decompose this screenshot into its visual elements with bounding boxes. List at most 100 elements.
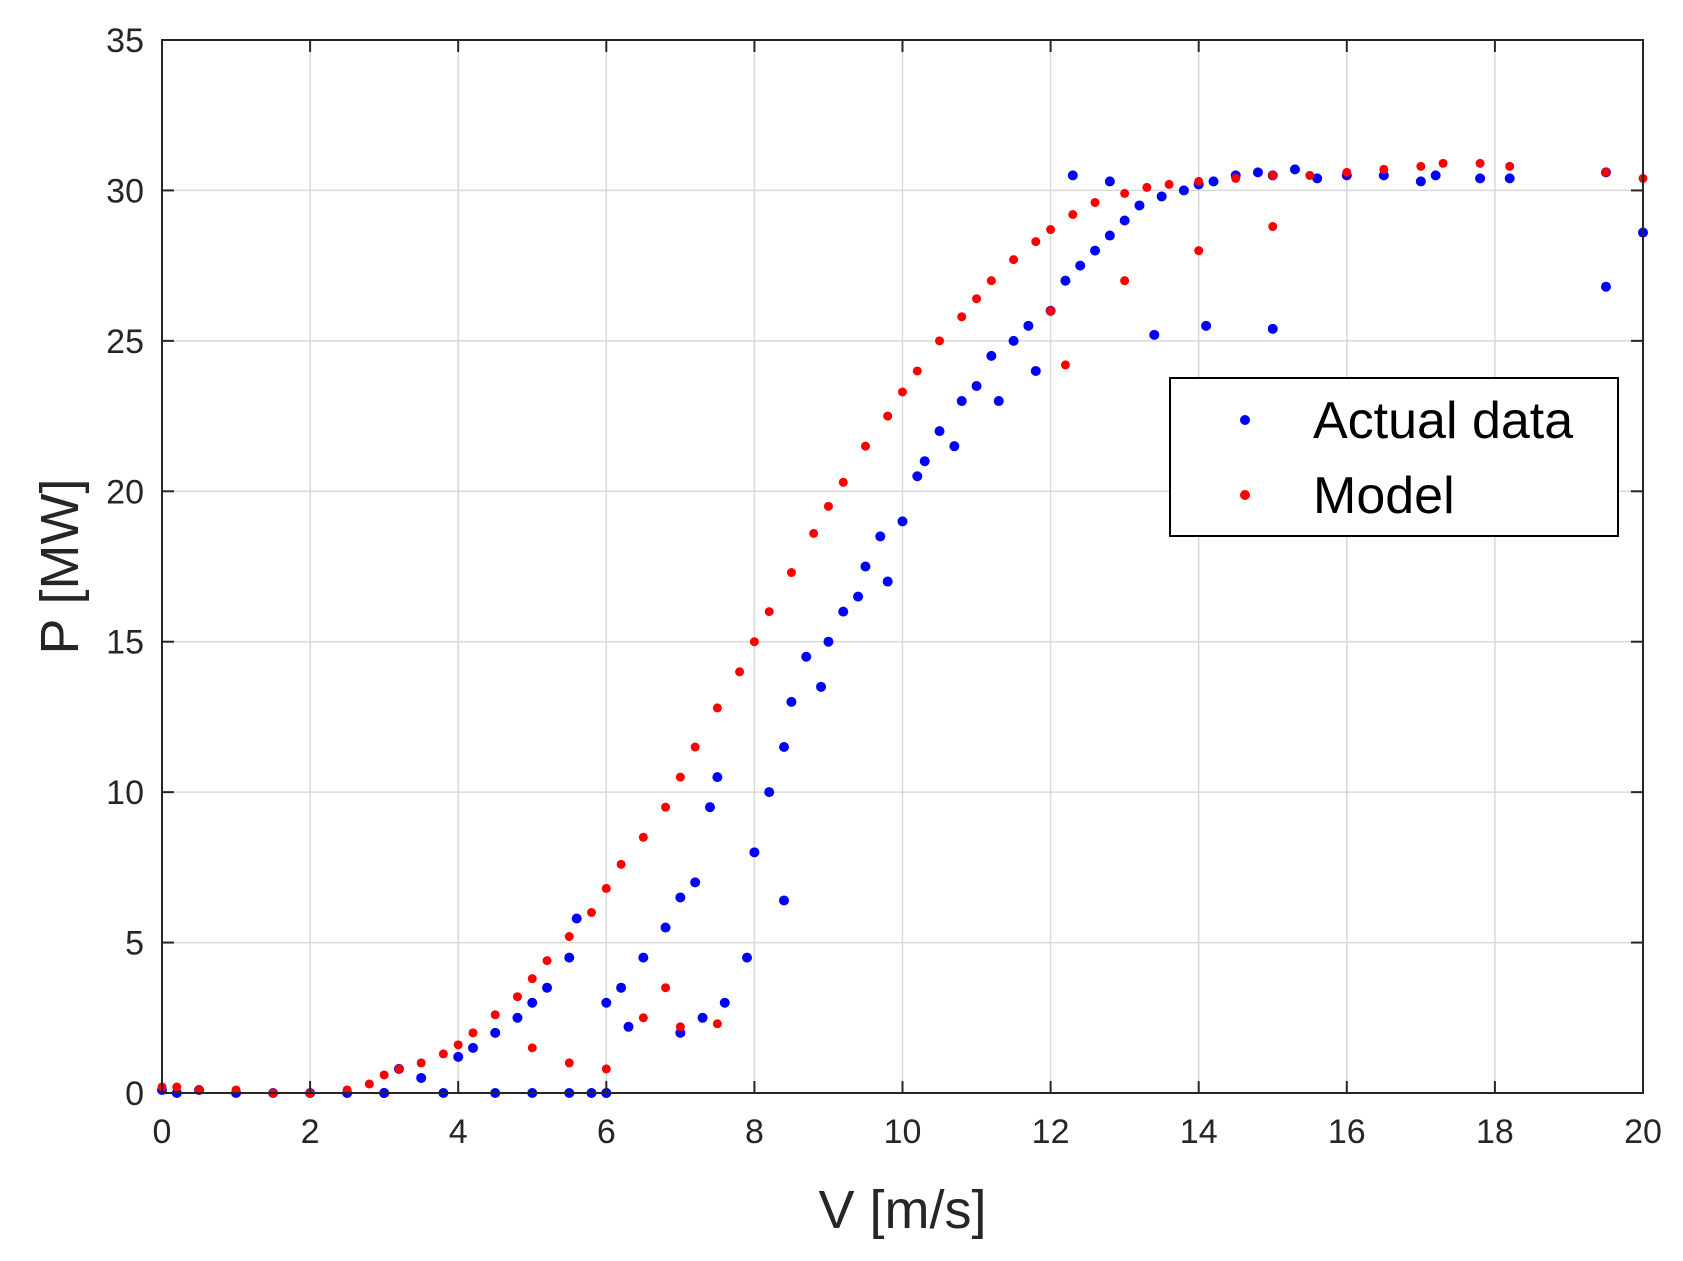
point-actual-data xyxy=(1149,329,1160,340)
point-actual-data xyxy=(838,606,849,617)
legend-marker-actual-data xyxy=(1240,415,1250,425)
x-tick-label: 16 xyxy=(1328,1113,1366,1151)
point-actual-data xyxy=(564,952,575,963)
point-actual-data xyxy=(1104,230,1115,241)
point-actual-data xyxy=(660,922,671,933)
x-tick-label: 6 xyxy=(597,1113,616,1151)
x-tick-label: 14 xyxy=(1180,1113,1218,1151)
point-actual-data xyxy=(993,396,1004,407)
point-model xyxy=(1505,161,1515,171)
point-model xyxy=(1305,170,1315,180)
point-model xyxy=(586,907,596,917)
point-model xyxy=(601,883,611,893)
point-model xyxy=(1194,246,1204,256)
point-model xyxy=(1416,161,1426,171)
point-actual-data xyxy=(1600,281,1611,292)
point-actual-data xyxy=(675,892,686,903)
point-model xyxy=(764,607,774,617)
point-actual-data xyxy=(512,1012,523,1023)
point-model xyxy=(1268,222,1278,232)
point-actual-data xyxy=(690,877,701,888)
point-model xyxy=(527,974,537,984)
point-actual-data xyxy=(1312,173,1323,184)
point-actual-data xyxy=(1267,323,1278,334)
axis-ticks: 0 2 4 6 8 10 12 14 16 18 20 0 5 10 15 20 25 30 35 xyxy=(106,22,1662,1151)
point-model xyxy=(542,956,552,966)
point-model xyxy=(1060,360,1070,370)
point-actual-data xyxy=(1252,167,1263,178)
y-tick-label: 0 xyxy=(125,1075,144,1113)
point-actual-data xyxy=(853,591,864,602)
x-tick-label: 0 xyxy=(153,1113,172,1151)
x-tick-label: 8 xyxy=(745,1113,764,1151)
point-model xyxy=(912,366,922,376)
point-model xyxy=(512,992,522,1002)
point-actual-data xyxy=(882,576,893,587)
point-model xyxy=(1120,188,1130,198)
point-model xyxy=(690,742,700,752)
point-model xyxy=(468,1028,478,1038)
point-actual-data xyxy=(956,396,967,407)
point-actual-data xyxy=(1504,173,1515,184)
point-actual-data xyxy=(712,772,723,783)
point-actual-data xyxy=(697,1012,708,1023)
x-tick-label: 18 xyxy=(1476,1113,1514,1151)
point-actual-data xyxy=(897,516,908,527)
point-model xyxy=(453,1040,463,1050)
point-model xyxy=(786,568,796,578)
point-model xyxy=(172,1082,182,1092)
point-actual-data xyxy=(1430,170,1441,181)
point-model xyxy=(986,276,996,286)
point-model xyxy=(883,411,893,421)
point-model xyxy=(1068,209,1078,219)
point-model xyxy=(1164,179,1174,189)
point-actual-data xyxy=(601,997,612,1008)
point-model xyxy=(1475,158,1485,168)
point-model xyxy=(364,1079,374,1089)
point-model xyxy=(394,1064,404,1074)
point-actual-data xyxy=(453,1051,464,1062)
point-actual-data xyxy=(801,651,812,662)
point-model xyxy=(1090,197,1100,207)
point-model xyxy=(661,802,671,812)
point-model xyxy=(638,1013,648,1023)
point-actual-data xyxy=(1090,245,1101,256)
point-actual-data xyxy=(934,426,945,437)
point-actual-data xyxy=(616,982,627,993)
y-tick-label: 35 xyxy=(106,22,144,60)
point-model xyxy=(1268,170,1278,180)
point-actual-data xyxy=(542,982,553,993)
point-model xyxy=(379,1070,389,1080)
point-actual-data xyxy=(779,742,790,753)
point-actual-data xyxy=(919,456,930,467)
point-model xyxy=(416,1058,426,1068)
point-actual-data xyxy=(1415,176,1426,187)
point-actual-data xyxy=(1023,320,1034,331)
point-actual-data xyxy=(1030,365,1041,376)
point-actual-data xyxy=(623,1021,634,1032)
point-actual-data xyxy=(1201,320,1212,331)
point-model xyxy=(957,312,967,322)
legend-box xyxy=(1169,377,1619,537)
point-model xyxy=(638,832,648,842)
point-actual-data xyxy=(860,561,871,572)
point-model xyxy=(898,387,907,397)
point-model xyxy=(1031,237,1041,247)
point-model xyxy=(935,336,945,346)
y-axis-label: P [MW] xyxy=(30,478,90,654)
point-actual-data xyxy=(1104,176,1115,187)
point-model xyxy=(1438,158,1448,168)
point-actual-data xyxy=(1289,164,1300,175)
point-model xyxy=(1231,173,1241,183)
point-actual-data xyxy=(749,847,760,858)
point-model xyxy=(564,1058,574,1068)
point-model xyxy=(838,477,848,487)
point-actual-data xyxy=(416,1072,427,1083)
point-model xyxy=(675,1022,685,1032)
point-model xyxy=(823,501,833,511)
point-actual-data xyxy=(719,997,730,1008)
y-tick-label: 30 xyxy=(106,172,144,210)
point-actual-data xyxy=(1475,173,1486,184)
